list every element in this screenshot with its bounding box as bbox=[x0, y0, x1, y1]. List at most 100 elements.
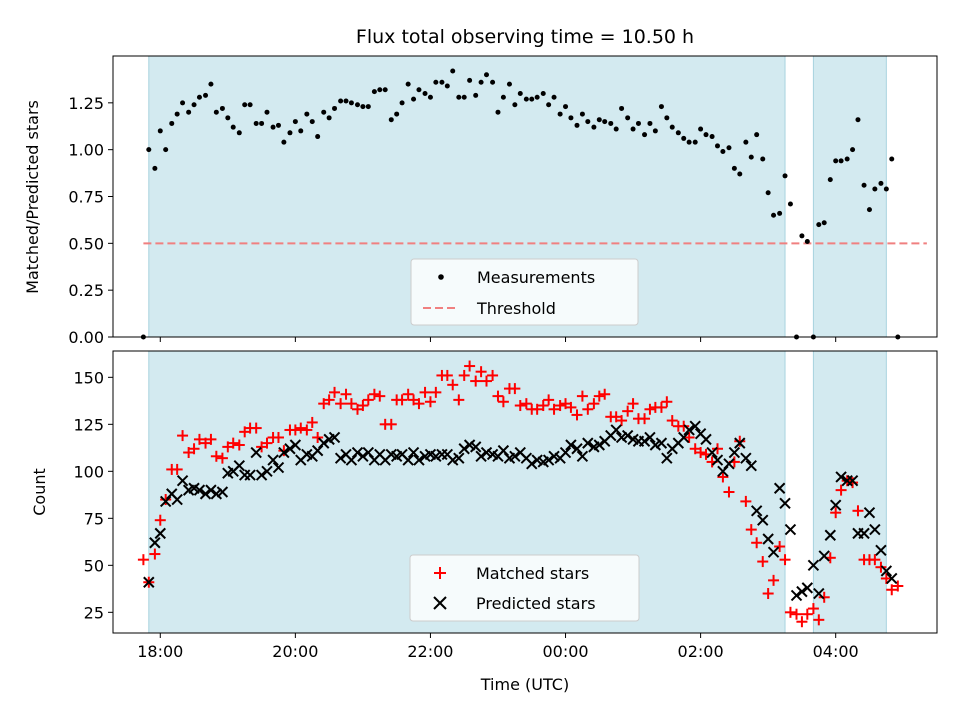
measurement-point bbox=[298, 128, 304, 134]
matched-star-point bbox=[497, 396, 509, 408]
measurement-point bbox=[777, 210, 783, 216]
predicted-star-point bbox=[661, 452, 673, 464]
measurement-point bbox=[213, 109, 219, 115]
measurement-point bbox=[872, 186, 878, 192]
predicted-star-point bbox=[176, 475, 189, 487]
matched-star-point bbox=[306, 416, 318, 428]
predicted-star-point bbox=[829, 499, 842, 511]
matched-star-point bbox=[582, 403, 594, 415]
measurement-point bbox=[838, 158, 844, 164]
matched-star-point bbox=[599, 388, 611, 400]
matched-star-point bbox=[481, 375, 493, 387]
predicted-star-point bbox=[762, 533, 774, 545]
matched-star-point bbox=[154, 514, 166, 526]
predicted-star-point bbox=[458, 443, 470, 455]
predicted-stars-legend-marker bbox=[433, 596, 447, 610]
matched-star-point bbox=[447, 379, 459, 391]
matched-star-point bbox=[751, 537, 763, 549]
matched-star-point bbox=[571, 409, 583, 421]
matched-star-point bbox=[554, 400, 566, 412]
measurement-point bbox=[635, 120, 641, 126]
predicted-star-point bbox=[542, 454, 555, 466]
predicted-star-point bbox=[193, 484, 206, 496]
bottom-y-axis-label: Count bbox=[30, 468, 49, 516]
matched-star-point bbox=[774, 541, 786, 553]
predicted-star-point bbox=[244, 469, 256, 481]
predicted-star-point bbox=[734, 437, 746, 449]
measurement-point bbox=[304, 111, 310, 117]
matched-star-point bbox=[137, 554, 149, 566]
matched-star-point bbox=[177, 430, 189, 442]
top-y-ticks: 0.00 0.25 0.50 0.75 1.00 1.25 bbox=[68, 94, 113, 347]
matched-star-point bbox=[295, 422, 307, 434]
matched-star-point bbox=[745, 524, 757, 536]
matched-star-point bbox=[357, 400, 369, 412]
x-tick-label: 02:00 bbox=[678, 642, 724, 661]
predicted-star-point bbox=[678, 431, 690, 444]
measurement-point bbox=[844, 156, 850, 162]
measurement-point bbox=[236, 130, 242, 136]
predicted-star-point bbox=[621, 429, 634, 442]
measurement-point bbox=[574, 122, 580, 128]
bottom-legend-frame bbox=[409, 554, 640, 622]
y-tick-label: 100 bbox=[73, 462, 104, 481]
measurement-point bbox=[748, 154, 754, 160]
measurement-point bbox=[737, 171, 743, 177]
matched-star-point bbox=[272, 431, 284, 443]
matched-star-point bbox=[830, 507, 842, 519]
matched-star-point bbox=[233, 439, 245, 451]
predicted-star-point bbox=[880, 565, 893, 577]
matched-star-point bbox=[464, 360, 476, 372]
measurement-point bbox=[405, 81, 411, 87]
predicted-star-point bbox=[683, 424, 695, 436]
matched-star-point bbox=[796, 616, 808, 628]
measurement-point bbox=[348, 100, 354, 106]
measurement-point bbox=[292, 119, 298, 125]
y-tick-label: 0.00 bbox=[68, 328, 104, 347]
matched-star-point bbox=[875, 561, 887, 573]
measurement-point bbox=[500, 94, 506, 100]
predicted-star-point bbox=[784, 523, 797, 536]
measurement-point bbox=[804, 238, 810, 244]
matched-star-point bbox=[627, 398, 639, 410]
matched-star-point bbox=[757, 556, 769, 568]
predicted-star-point bbox=[875, 544, 887, 556]
measurement-point bbox=[490, 79, 496, 85]
predicted-star-point bbox=[717, 465, 729, 478]
matched-star-point bbox=[160, 494, 172, 506]
matched-star-point bbox=[329, 386, 341, 398]
matched-star-point bbox=[593, 390, 605, 402]
matched-star-point bbox=[695, 447, 707, 459]
measurement-point bbox=[625, 115, 631, 121]
measurement-point bbox=[196, 94, 202, 100]
measurement-point bbox=[608, 120, 614, 126]
matched-star-point bbox=[205, 433, 217, 445]
measurement-point bbox=[529, 96, 535, 102]
top-legend-frame bbox=[410, 258, 639, 326]
matched-star-point bbox=[666, 415, 678, 427]
matched-star-point bbox=[886, 584, 898, 596]
matched-star-point bbox=[784, 606, 796, 618]
measurement-point bbox=[399, 100, 405, 106]
measurement-point bbox=[709, 134, 715, 140]
measurement-point bbox=[253, 120, 259, 126]
predicted-star-point bbox=[846, 475, 859, 487]
measurement-point bbox=[692, 139, 698, 145]
top-x-ticks bbox=[159, 337, 837, 342]
predicted-star-point bbox=[345, 454, 358, 466]
measurement-point bbox=[878, 180, 884, 186]
predicted-star-point bbox=[205, 484, 217, 496]
matched-star-point bbox=[289, 424, 301, 436]
matched-star-point bbox=[548, 403, 560, 415]
predicted-star-point bbox=[711, 454, 724, 466]
matched-star-point bbox=[892, 580, 904, 592]
bottom-y-ticks: 25 50 75 100 125 150 bbox=[73, 368, 113, 622]
matched-star-point bbox=[661, 396, 673, 408]
matched-star-point bbox=[424, 396, 436, 408]
predicted-star-point bbox=[261, 465, 273, 478]
predicted-star-point bbox=[886, 572, 898, 585]
matched-star-point bbox=[514, 400, 526, 412]
measurement-point bbox=[579, 111, 585, 117]
measurement-point bbox=[703, 132, 709, 138]
matched-star-point bbox=[734, 435, 746, 447]
